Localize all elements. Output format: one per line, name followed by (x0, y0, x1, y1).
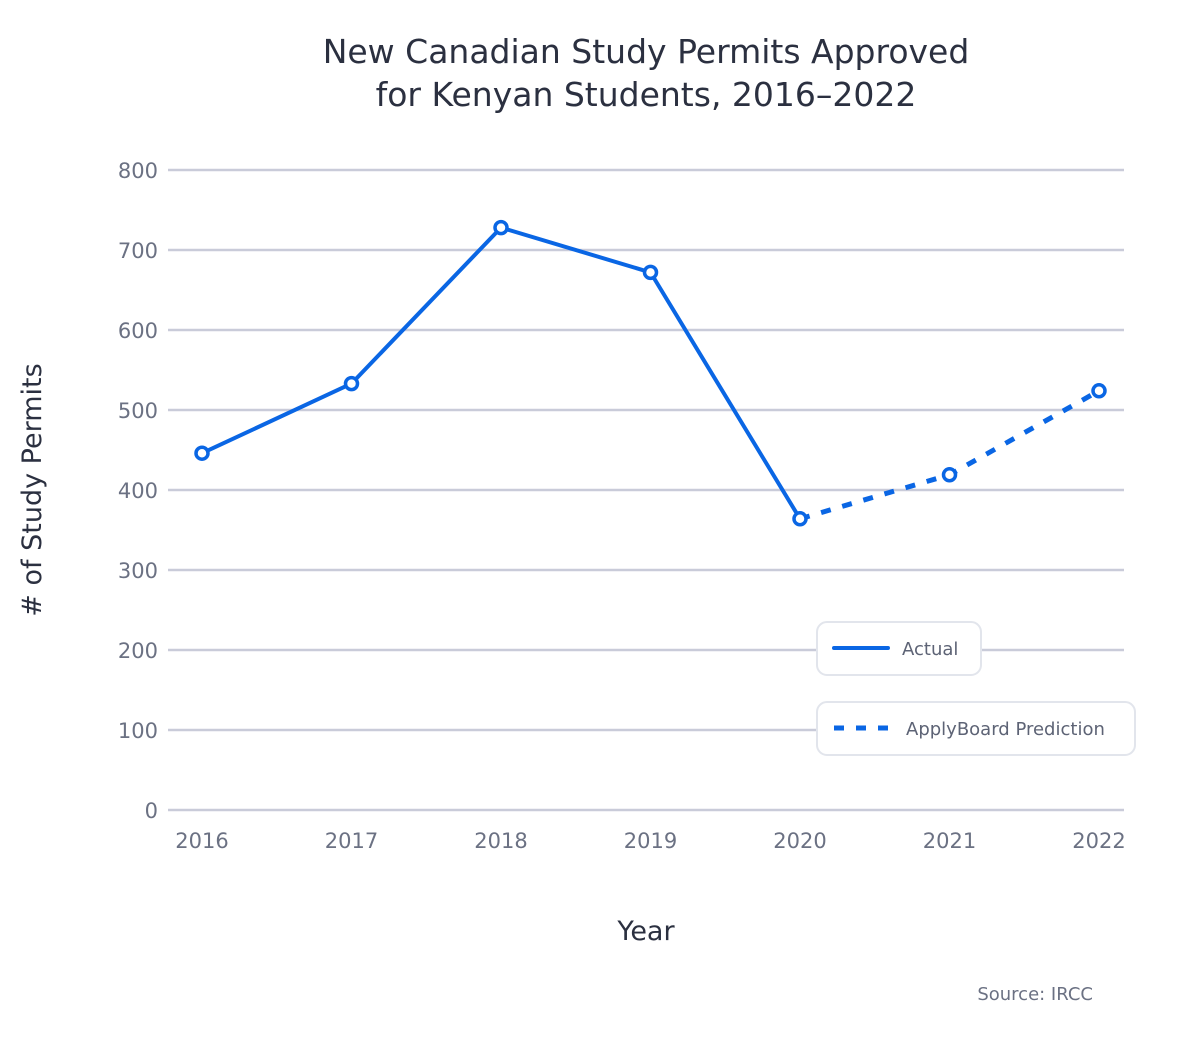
x-tick-label: 2020 (773, 829, 826, 853)
legend: Actual ApplyBoard Prediction (816, 621, 1136, 756)
data-point-2021 (941, 467, 958, 483)
data-point-2018 (493, 219, 509, 236)
y-tick-label: 400 (118, 479, 158, 503)
y-tick-label: 800 (118, 159, 158, 183)
legend-item-actual: Actual (816, 621, 982, 676)
chart-title-line-1: New Canadian Study Permits Approved (323, 32, 970, 71)
data-point-2020 (792, 511, 808, 527)
x-tick-label: 2022 (1072, 829, 1125, 853)
x-axis-label: Year (616, 916, 675, 947)
y-tick-label: 500 (118, 399, 158, 423)
legend-item-prediction: ApplyBoard Prediction (816, 701, 1136, 756)
y-axis-label: # of Study Permits (17, 363, 48, 616)
legend-box (816, 621, 982, 676)
data-point-2022 (1091, 383, 1107, 399)
y-tick-label: 0 (145, 799, 158, 823)
y-tick-label: 600 (118, 319, 158, 343)
x-tick-label: 2021 (923, 829, 976, 853)
series-line-actual (201, 225, 802, 520)
y-tick-label: 700 (118, 239, 158, 263)
y-tick-label: 200 (118, 639, 158, 663)
legend-label: ApplyBoard Prediction (906, 719, 1105, 740)
y-tick-label: 300 (118, 559, 158, 583)
data-point-2016 (194, 445, 210, 461)
y-tick-label: 100 (118, 719, 158, 743)
x-tick-label: 2017 (325, 829, 378, 853)
x-tick-label: 2018 (474, 829, 527, 853)
source-note: Source: IRCC (977, 984, 1093, 1005)
legend-label: Actual (902, 639, 958, 660)
data-point-2019 (642, 264, 659, 281)
chart-title-line-2: for Kenyan Students, 2016–2022 (376, 75, 917, 114)
x-tick-label: 2016 (175, 829, 228, 853)
x-tick-label: 2019 (624, 829, 677, 853)
legend-box (816, 701, 1136, 756)
data-point-2017 (343, 375, 360, 392)
